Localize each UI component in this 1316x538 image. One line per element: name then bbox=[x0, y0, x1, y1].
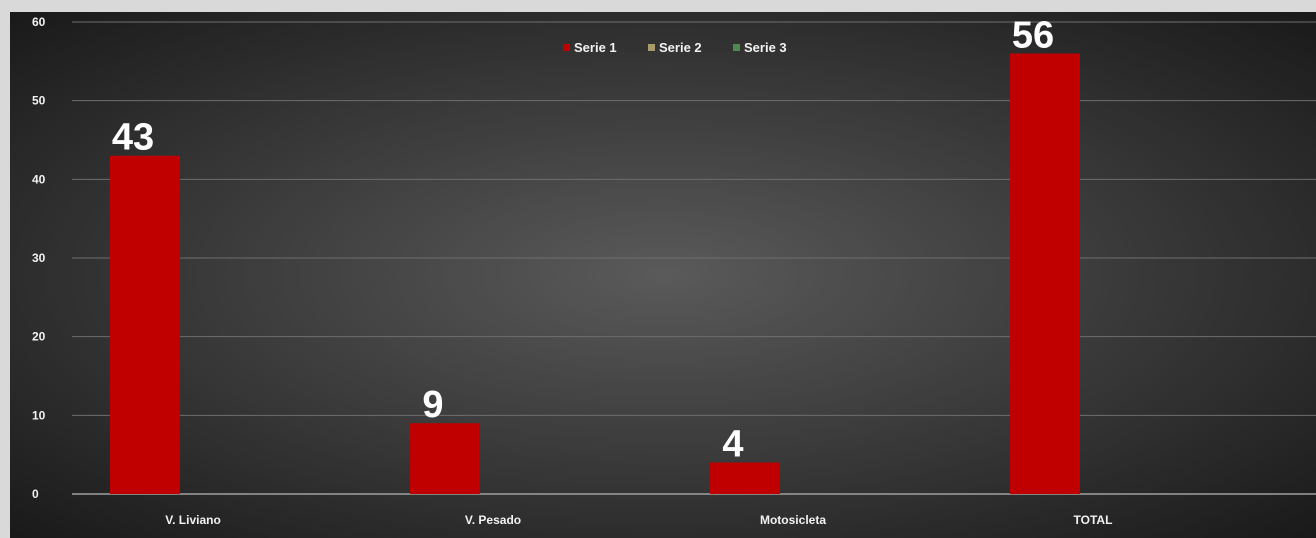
data-label: 9 bbox=[422, 384, 443, 426]
y-tick-label: 40 bbox=[32, 172, 46, 186]
legend-entry[interactable]: Serie 3 bbox=[744, 40, 787, 55]
y-tick-label: 50 bbox=[32, 94, 46, 108]
legend-swatch bbox=[733, 44, 740, 51]
bar-motosicleta[interactable] bbox=[710, 462, 780, 494]
bar-series bbox=[110, 53, 1080, 494]
legend[interactable]: Serie 1 Serie 2 Serie 3 bbox=[563, 40, 787, 55]
legend-swatch bbox=[648, 44, 655, 51]
gridlines bbox=[72, 21, 1316, 495]
x-category-label: Motosicleta bbox=[760, 513, 826, 527]
legend-entry[interactable]: Serie 1 bbox=[574, 40, 617, 55]
y-axis-tick-labels: 0 10 20 30 40 50 60 bbox=[32, 15, 46, 501]
legend-entry[interactable]: Serie 2 bbox=[659, 40, 702, 55]
y-tick-label: 20 bbox=[32, 330, 46, 344]
data-label: 56 bbox=[1012, 14, 1054, 56]
x-axis-category-labels: V. Liviano V. Pesado Motosicleta TOTAL bbox=[165, 513, 1112, 527]
x-category-label: V. Liviano bbox=[165, 513, 221, 527]
data-label: 43 bbox=[112, 117, 154, 159]
y-tick-label: 0 bbox=[32, 487, 39, 501]
chart-background bbox=[10, 12, 1316, 538]
data-labels: 43 9 4 56 bbox=[112, 14, 1054, 465]
bar-chart: 0 10 20 30 40 50 60 43 9 4 56 V. Liviano V. Pesado… bbox=[10, 12, 1316, 538]
x-category-label: TOTAL bbox=[1074, 513, 1113, 527]
data-label: 4 bbox=[722, 424, 743, 466]
y-tick-label: 10 bbox=[32, 408, 46, 422]
bar-v-pesado[interactable] bbox=[410, 423, 480, 494]
y-tick-label: 30 bbox=[32, 251, 46, 265]
bar-total[interactable] bbox=[1010, 53, 1080, 494]
legend-swatch bbox=[563, 44, 570, 51]
bar-v-liviano[interactable] bbox=[110, 155, 180, 494]
x-category-label: V. Pesado bbox=[465, 513, 521, 527]
y-tick-label: 60 bbox=[32, 15, 46, 29]
chart-container: 0 10 20 30 40 50 60 43 9 4 56 V. Liviano V. Pesado… bbox=[10, 12, 1316, 538]
